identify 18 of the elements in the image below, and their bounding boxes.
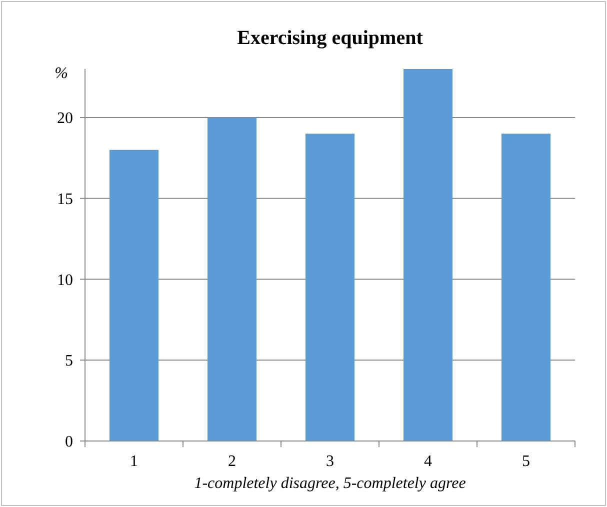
y-axis-title: % [54,65,68,82]
bar [404,69,452,441]
y-tick-label: 10 [57,272,73,289]
bar [110,150,158,441]
y-tick-label: 15 [57,190,73,208]
bar [208,118,256,441]
bar [306,134,354,441]
x-axis-title: 1-completely disagree, 5-completely agree [194,475,466,492]
bar [502,134,550,441]
x-tick-label: 2 [228,453,236,470]
x-tick-label: 1 [130,453,138,470]
chart-title: Exercising equipment [237,27,424,49]
y-tick-label: 5 [65,352,73,370]
y-tick-label: 0 [65,434,73,451]
y-tick-label: 20 [57,110,73,128]
x-tick-label: 3 [326,453,334,470]
x-tick-label: 4 [424,453,432,470]
x-tick-label: 5 [522,453,530,470]
